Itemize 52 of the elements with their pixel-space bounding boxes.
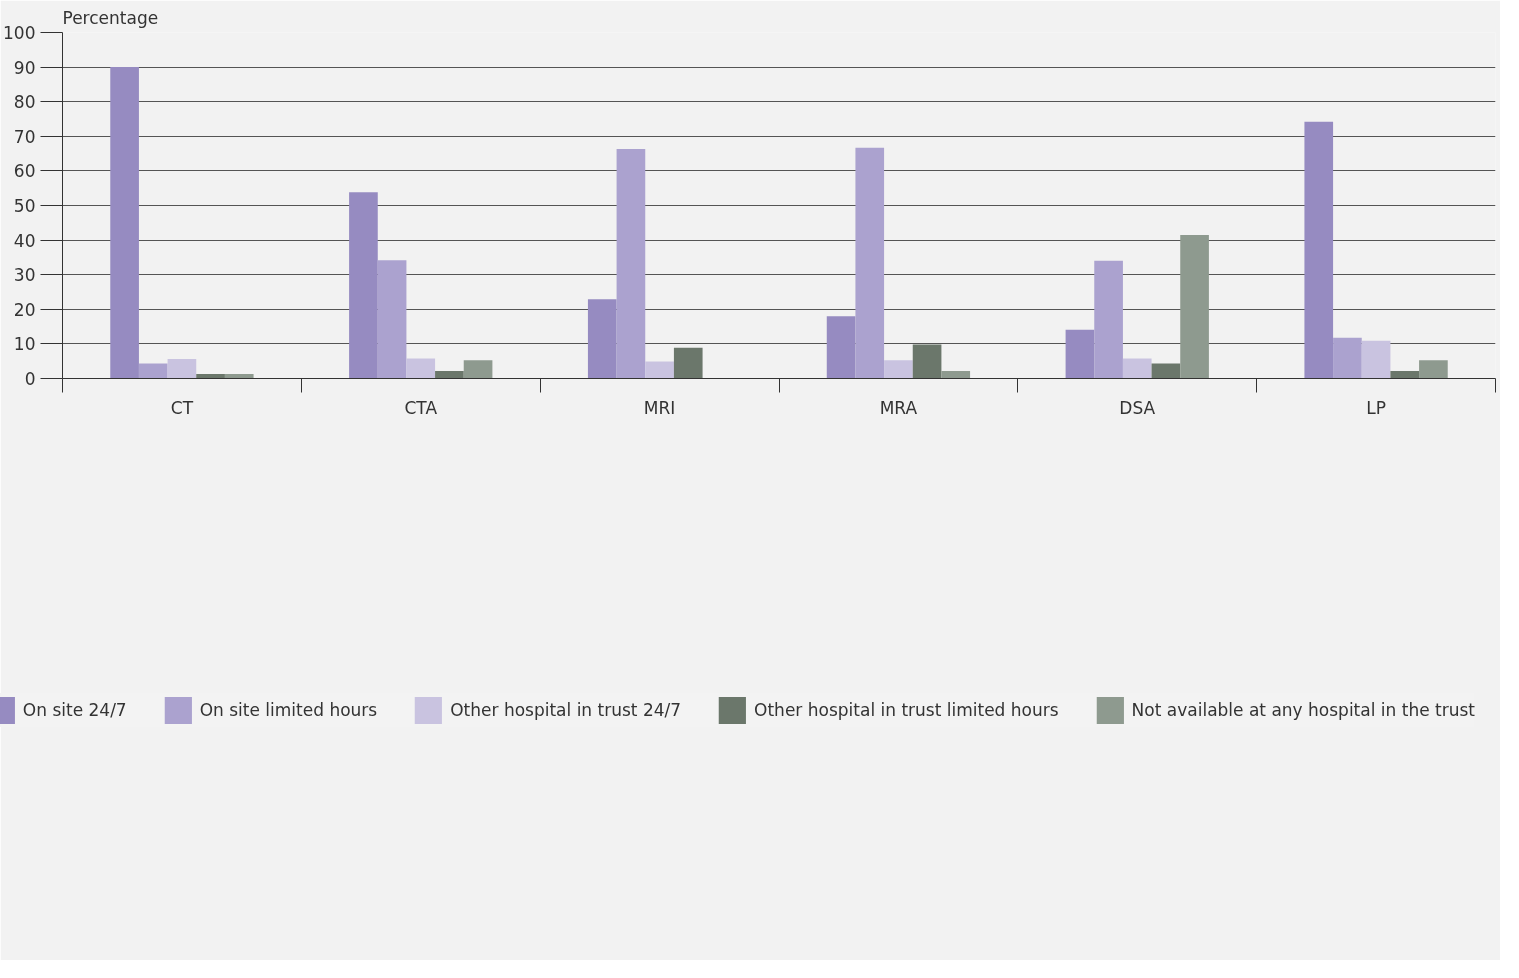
- x-tick-label: LP: [1366, 397, 1386, 418]
- x-tick-label: CT: [170, 397, 194, 418]
- bar: [1333, 337, 1362, 379]
- bar: [1180, 234, 1209, 379]
- legend-label: On site limited hours: [199, 700, 378, 720]
- bar: [138, 363, 168, 379]
- bar: [463, 360, 493, 379]
- y-axis-title: Percentage: [62, 7, 159, 28]
- y-tick-label: 100: [3, 23, 36, 43]
- bar: [377, 260, 407, 379]
- y-tick-label: 70: [13, 126, 36, 147]
- y-tick-label: 60: [13, 161, 36, 182]
- bar: [855, 147, 885, 379]
- bar: [196, 374, 225, 379]
- y-tick-label: 20: [13, 299, 36, 320]
- y-tick-label: 50: [13, 196, 36, 216]
- x-tick-label: DSA: [1119, 397, 1156, 418]
- y-tick-label: 30: [13, 265, 36, 286]
- y-tick-label: 90: [13, 57, 36, 78]
- bar: [349, 192, 378, 379]
- bar: [1361, 340, 1391, 379]
- bar: [1390, 370, 1420, 379]
- bar: [616, 149, 646, 379]
- y-tick-label: 40: [13, 230, 36, 251]
- x-tick-label: CTA: [404, 397, 438, 418]
- y-tick-label: 80: [13, 92, 36, 113]
- bar: [673, 347, 703, 379]
- bar: [1122, 358, 1152, 379]
- bar: [435, 370, 464, 379]
- legend-label: Not available at any hospital in the trust: [1131, 700, 1475, 720]
- bar: [1419, 360, 1448, 379]
- bar: [1304, 121, 1334, 379]
- y-tick-label: 0: [24, 369, 36, 389]
- bar: [1151, 363, 1181, 379]
- legend-label: On site 24/7: [22, 700, 127, 720]
- bar: [1065, 329, 1095, 379]
- bar: [1094, 260, 1123, 379]
- bar: [884, 360, 913, 379]
- bar: [826, 316, 856, 379]
- bar: [912, 344, 942, 379]
- legend-label: Other hospital in trust limited hours: [754, 700, 1059, 720]
- bar: [587, 299, 617, 379]
- bar: [645, 361, 674, 379]
- y-tick-label: 10: [13, 334, 36, 355]
- bar: [167, 359, 197, 379]
- legend-label: Other hospital in trust 24/7: [450, 700, 682, 720]
- bar: [406, 358, 436, 379]
- x-tick-label: MRA: [879, 397, 918, 418]
- bar: [941, 370, 971, 379]
- bar: [110, 67, 139, 379]
- bar: [224, 374, 254, 379]
- x-tick-label: MRI: [643, 397, 676, 418]
